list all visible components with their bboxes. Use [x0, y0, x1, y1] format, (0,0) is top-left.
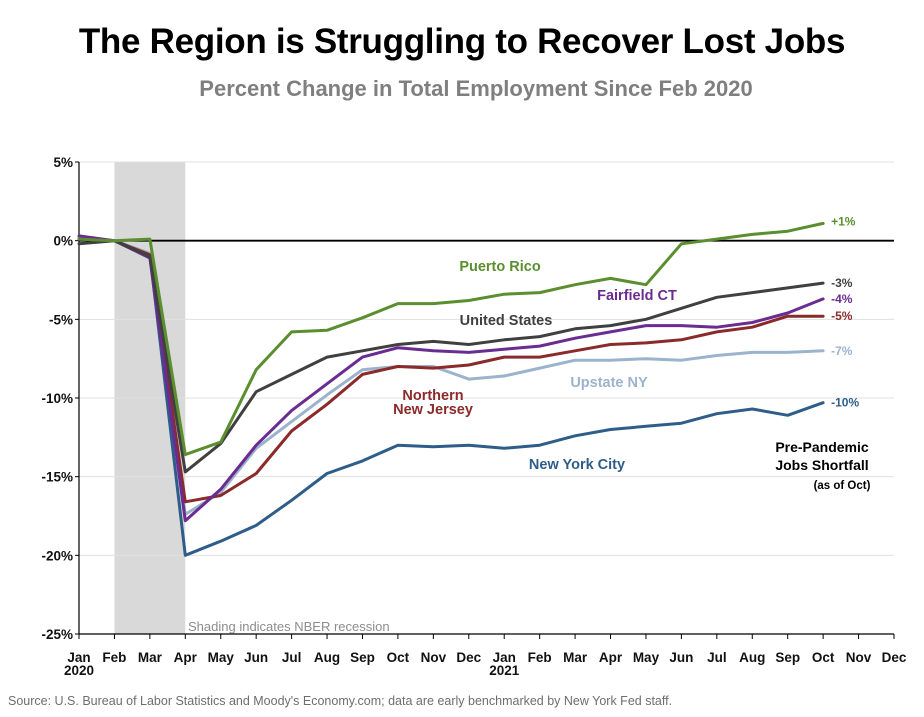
- x-year-label: 2020: [64, 663, 94, 678]
- end-value-label: -5%: [831, 309, 853, 323]
- series-line-northern-new-jersey: [77, 237, 825, 504]
- y-tick-label: -15%: [41, 470, 73, 485]
- x-tick-label: Dec: [456, 650, 481, 665]
- x-tick-label: Feb: [102, 650, 126, 665]
- x-tick-label: Jun: [244, 650, 268, 665]
- x-tick-label: Jun: [669, 650, 693, 665]
- chart-title: The Region is Struggling to Recover Lost…: [78, 22, 846, 61]
- x-tick-label: Sep: [350, 650, 375, 665]
- x-tick-label: Apr: [174, 650, 198, 665]
- x-tick-label: Aug: [314, 650, 340, 665]
- y-tick-label: -20%: [41, 548, 73, 563]
- series-line-new-york-city: [77, 236, 825, 557]
- x-tick-label: May: [633, 650, 660, 665]
- x-tick-label: Feb: [528, 650, 552, 665]
- label-upstate-ny: Upstate NY: [570, 375, 648, 391]
- x-tick-label: Mar: [563, 650, 588, 665]
- label-fairfield-ct: Fairfield CT: [597, 288, 677, 304]
- x-tick-label: Sep: [775, 650, 800, 665]
- y-tick-label: -5%: [49, 312, 73, 327]
- end-value-label: -3%: [831, 276, 853, 290]
- x-tick-label: Oct: [812, 650, 835, 665]
- label-northern-nj-2: New Jersey: [393, 402, 473, 418]
- x-tick-label: Aug: [739, 650, 765, 665]
- x-tick-label: Oct: [387, 650, 410, 665]
- x-tick-label: Apr: [599, 650, 623, 665]
- end-value-label: -10%: [831, 396, 859, 410]
- x-tick-label: May: [208, 650, 235, 665]
- x-tick-label: Jul: [707, 650, 727, 665]
- series-line-united-states: [77, 239, 825, 474]
- recession-note: Shading indicates NBER recession: [188, 619, 390, 634]
- annotation-line-2: Jobs Shortfall: [775, 457, 868, 473]
- label-northern-nj-1: Northern: [402, 388, 463, 404]
- x-tick-label: Nov: [421, 650, 447, 665]
- end-value-label: -7%: [831, 344, 853, 358]
- x-tick-label: Dec: [882, 650, 907, 665]
- x-tick-label: Nov: [846, 650, 872, 665]
- x-tick-label: Jul: [282, 650, 302, 665]
- annotation-line-1: Pre-Pandemic: [775, 439, 869, 455]
- series-line-puerto-rico: [77, 221, 825, 457]
- label-united-states: United States: [460, 313, 553, 329]
- y-tick-label: -25%: [41, 627, 73, 642]
- shortfall-annotation: Pre-Pandemic Jobs Shortfall (as of Oct): [775, 439, 870, 492]
- label-new-york-city: New York City: [529, 457, 625, 473]
- series-line-fairfield-ct: [77, 234, 825, 523]
- y-tick-label: 5%: [53, 155, 73, 170]
- y-tick-label: -10%: [41, 391, 73, 406]
- y-tick-label: 0%: [53, 234, 73, 249]
- end-value-label: -4%: [831, 292, 853, 306]
- annotation-line-3: (as of Oct): [814, 480, 871, 492]
- x-tick-label: Jan: [493, 650, 516, 665]
- x-year-label: 2021: [489, 663, 520, 678]
- source-note: Source: U.S. Bureau of Labor Statistics …: [8, 694, 673, 708]
- line-chart: 5% 0% -5% -10% -15% -20% -25% Jan Feb Mar Apr May Ju…: [41, 155, 907, 678]
- x-tick-label: Jan: [67, 650, 90, 665]
- chart-subtitle: Percent Change in Total Employment Since…: [199, 76, 753, 101]
- series-line-upstate-ny: [77, 236, 825, 516]
- end-value-label: +1%: [831, 214, 856, 228]
- x-tick-label: Mar: [138, 650, 163, 665]
- label-puerto-rico: Puerto Rico: [459, 259, 541, 275]
